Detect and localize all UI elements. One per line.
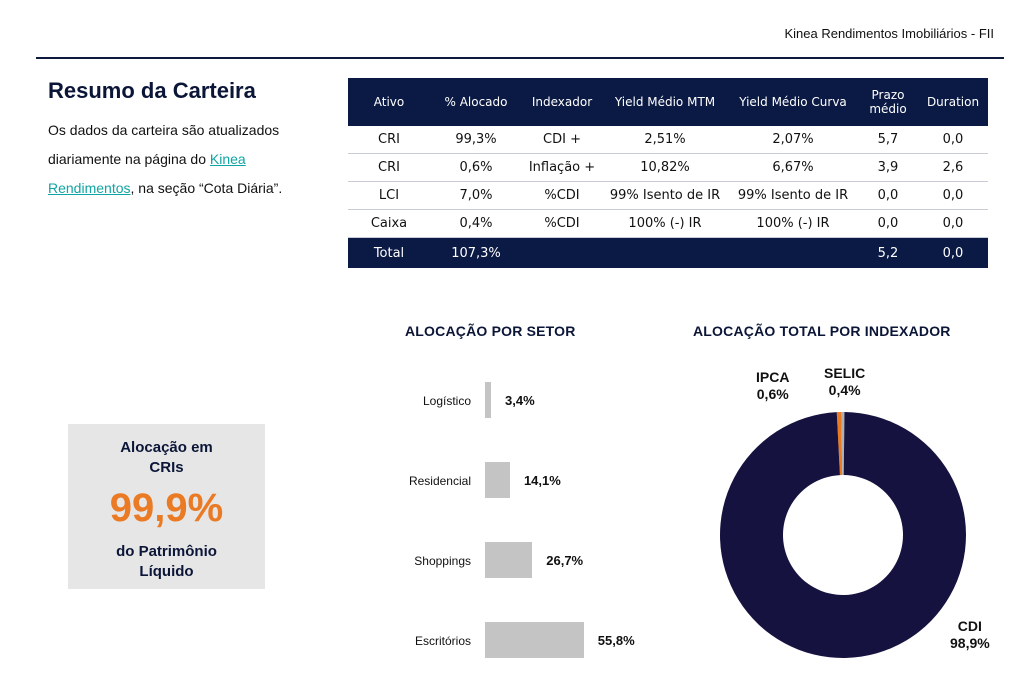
table-cell: 100% (-) IR xyxy=(602,209,728,238)
bar-value-label: 3,4% xyxy=(505,393,535,408)
bar-value-label: 26,7% xyxy=(546,553,584,568)
donut-label-name: IPCA xyxy=(756,369,790,385)
portfolio-summary-intro: Resumo da Carteira Os dados da carteira … xyxy=(48,78,328,203)
donut-label-value: 0,6% xyxy=(756,386,789,402)
donut-label-name: SELIC xyxy=(824,365,866,381)
kinea-rendimentos-link[interactable]: Kinea Rendimentos xyxy=(48,151,246,196)
table-cell: 0,6% xyxy=(430,153,522,182)
table-cell: 5,7 xyxy=(858,126,918,154)
table-cell: LCI xyxy=(348,181,430,210)
table-cell: 0,0 xyxy=(918,181,988,210)
bar-category-label: Logístico xyxy=(422,394,471,408)
donut-slice-cdi xyxy=(720,412,966,658)
table-cell: 3,9 xyxy=(858,153,918,182)
table-cell: 0,0 xyxy=(858,181,918,210)
bar-shoppings xyxy=(485,542,533,578)
table-cell: Inflação + xyxy=(522,153,602,182)
table-cell: 6,67% xyxy=(728,153,858,182)
donut-label-cdi: CDI 98,9% xyxy=(950,618,990,652)
table-cell: Caixa xyxy=(348,209,430,238)
donut-label-ipca: IPCA 0,6% xyxy=(756,369,789,403)
kpi-label-top-text: Alocação em CRIs xyxy=(120,439,213,476)
kpi-label-bottom: do Patrimônio Líquido xyxy=(68,542,265,582)
table-cell: CRI xyxy=(348,126,430,154)
bar-category-label: Shoppings xyxy=(414,554,471,568)
total-cell-duration: 0,0 xyxy=(918,237,988,268)
table-row: CRI 0,6% Inflação + 10,82% 6,67% 3,9 2,6 xyxy=(348,153,988,182)
sector-chart-title: ALOCAÇÃO POR SETOR xyxy=(405,323,576,339)
table-cell: 100% (-) IR xyxy=(728,209,858,238)
table-cell: 2,6 xyxy=(918,153,988,182)
column-header-yield-curva: Yield Médio Curva xyxy=(728,78,858,126)
table-cell: 10,82% xyxy=(602,153,728,182)
bar-escritórios xyxy=(485,622,584,658)
column-header-alocado: % Alocado xyxy=(430,78,522,126)
indexer-chart-title: ALOCAÇÃO TOTAL POR INDEXADOR xyxy=(693,323,951,339)
donut-label-value: 0,4% xyxy=(828,382,861,398)
table-cell: 0,0 xyxy=(918,126,988,154)
kpi-label-top: Alocação em CRIs xyxy=(68,438,265,478)
table-cell: 0,0 xyxy=(918,209,988,238)
intro-text-before: Os dados da carteira são atualizados dia… xyxy=(48,122,280,167)
table-header-row: Ativo % Alocado Indexador Yield Médio MT… xyxy=(348,78,988,126)
donut-label-selic: SELIC 0,4% xyxy=(824,365,865,399)
column-header-prazo-medio: Prazo médio xyxy=(858,78,918,126)
table-row: Caixa 0,4% %CDI 100% (-) IR 100% (-) IR … xyxy=(348,209,988,238)
total-cell-prazo: 5,2 xyxy=(858,237,918,268)
table-total-row: Total 107,3% 5,2 0,0 xyxy=(348,237,988,268)
total-cell-label: Total xyxy=(348,237,430,268)
table-cell: CRI xyxy=(348,153,430,182)
table-cell: 7,0% xyxy=(430,181,522,210)
total-cell-empty xyxy=(602,237,728,268)
column-header-indexador: Indexador xyxy=(522,78,602,126)
kpi-value: 99,9% xyxy=(109,486,224,530)
bar-category-label: Residencial xyxy=(408,474,471,488)
table-cell: 2,07% xyxy=(728,126,858,154)
page-header: Kinea Rendimentos Imobiliários - FII xyxy=(36,0,1004,59)
table-row: LCI 7,0% %CDI 99% Isento de IR 99% Isent… xyxy=(348,181,988,210)
total-cell-alocado: 107,3% xyxy=(430,237,522,268)
bar-residencial xyxy=(485,462,510,498)
cri-allocation-kpi: Alocação em CRIs 99,9% do Patrimônio Líq… xyxy=(68,424,265,589)
bar-value-label: 55,8% xyxy=(597,633,635,648)
table-cell: CDI + xyxy=(522,126,602,154)
intro-text-after: , na seção “Cota Diária”. xyxy=(130,180,283,196)
table-row: CRI 99,3% CDI + 2,51% 2,07% 5,7 0,0 xyxy=(348,126,988,154)
intro-paragraph: Os dados da carteira são atualizados dia… xyxy=(48,116,328,203)
kpi-label-bottom-text: do Patrimônio Líquido xyxy=(116,543,217,580)
donut-label-name: CDI xyxy=(957,618,982,634)
table-cell: 0,4% xyxy=(430,209,522,238)
column-header-ativo: Ativo xyxy=(348,78,430,126)
document-title: Kinea Rendimentos Imobiliários - FII xyxy=(784,26,994,41)
table-cell: 99% Isento de IR xyxy=(602,181,728,210)
bar-logístico xyxy=(485,382,492,418)
table-cell: %CDI xyxy=(522,181,602,210)
column-header-duration: Duration xyxy=(918,78,988,126)
donut-label-value: 98,9% xyxy=(950,635,990,651)
table-cell: 2,51% xyxy=(602,126,728,154)
donut-slice-ipca xyxy=(836,412,843,476)
total-cell-empty xyxy=(728,237,858,268)
total-cell-empty xyxy=(522,237,602,268)
bar-category-label: Escritórios xyxy=(414,634,471,648)
table-cell: %CDI xyxy=(522,209,602,238)
bar-value-label: 14,1% xyxy=(523,473,561,488)
table-cell: 99% Isento de IR xyxy=(728,181,858,210)
portfolio-summary-table: Ativo % Alocado Indexador Yield Médio MT… xyxy=(348,78,988,268)
table-cell: 0,0 xyxy=(858,209,918,238)
indexer-donut-chart xyxy=(720,412,966,658)
section-title: Resumo da Carteira xyxy=(48,78,256,103)
table-cell: 99,3% xyxy=(430,126,522,154)
donut-slice-selic xyxy=(841,412,845,476)
column-header-yield-mtm: Yield Médio MTM xyxy=(602,78,728,126)
